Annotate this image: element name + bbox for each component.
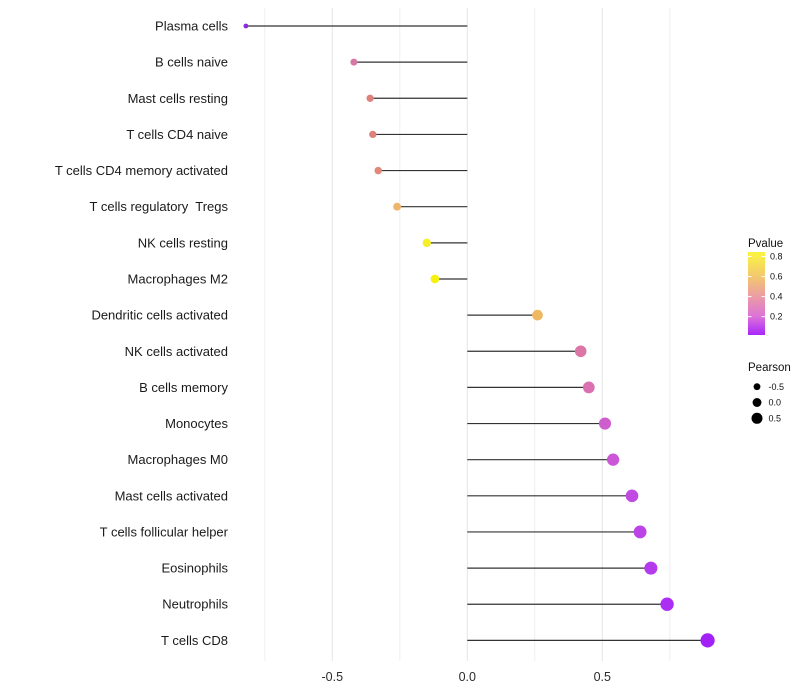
data-dot bbox=[606, 453, 620, 466]
data-dot bbox=[532, 309, 543, 321]
pvalue-legend: Pvalue 0.8 0.6 0.4 0.2 bbox=[748, 238, 783, 335]
category-label: T cells CD4 naive bbox=[126, 127, 228, 142]
data-dot bbox=[598, 417, 612, 430]
pvalue-colorbar bbox=[748, 252, 765, 335]
data-dot bbox=[633, 525, 647, 539]
lollipop-row: Neutrophils bbox=[162, 597, 674, 612]
category-label: NK cells resting bbox=[138, 235, 228, 250]
lollipop-row: T cells CD8 bbox=[161, 633, 715, 648]
category-label: Macrophages M0 bbox=[128, 452, 228, 467]
lollipop-row: NK cells activated bbox=[125, 344, 587, 359]
data-dot bbox=[243, 23, 249, 29]
pvalue-tick-label: 0.2 bbox=[770, 312, 783, 322]
pearson-tick-label: -0.5 bbox=[769, 382, 785, 392]
data-dot bbox=[430, 274, 440, 284]
lollipop-row: Eosinophils bbox=[162, 561, 658, 576]
lollipop-row: B cells memory bbox=[139, 380, 595, 395]
category-label: Mast cells resting bbox=[128, 91, 228, 106]
rows-group: Plasma cells B cells naive Mast cells rest… bbox=[55, 19, 715, 648]
lollipop-row: T cells CD4 naive bbox=[126, 127, 468, 142]
lollipop-row: Monocytes bbox=[165, 416, 612, 431]
pearson-size-dot bbox=[751, 412, 763, 424]
data-dot bbox=[700, 633, 715, 648]
category-label: Mast cells activated bbox=[115, 488, 228, 503]
x-tick-label: -0.5 bbox=[322, 670, 344, 684]
data-dot bbox=[574, 345, 587, 358]
x-axis: -0.5 0.0 0.5 bbox=[322, 670, 612, 684]
x-tick-label: 0.0 bbox=[459, 670, 476, 684]
data-dot bbox=[644, 561, 658, 575]
lollipop-row: Plasma cells bbox=[155, 19, 468, 34]
category-label: T cells regulatory Tregs bbox=[90, 199, 229, 214]
pvalue-tick-label: 0.8 bbox=[770, 252, 783, 262]
category-label: B cells naive bbox=[155, 55, 228, 70]
pearson-tick-label: 0.5 bbox=[769, 414, 782, 424]
pearson-size-dot bbox=[752, 398, 762, 407]
category-label: B cells memory bbox=[139, 380, 228, 395]
data-dot bbox=[366, 94, 374, 102]
category-label: T cells CD4 memory activated bbox=[55, 163, 228, 178]
lollipop-row: T cells follicular helper bbox=[100, 524, 647, 539]
data-dot bbox=[660, 597, 674, 611]
category-label: Plasma cells bbox=[155, 19, 228, 34]
data-dot bbox=[374, 166, 382, 175]
category-label: Dendritic cells activated bbox=[91, 308, 228, 323]
pvalue-legend-title: Pvalue bbox=[748, 238, 783, 250]
lollipop-row: T cells regulatory Tregs bbox=[90, 199, 468, 214]
lollipop-row: Mast cells activated bbox=[115, 488, 639, 503]
category-label: NK cells activated bbox=[125, 344, 228, 359]
category-label: Eosinophils bbox=[162, 561, 229, 576]
pearson-legend-title: Pearson bbox=[748, 362, 791, 374]
lollipop-row: T cells CD4 memory activated bbox=[55, 163, 468, 178]
lollipop-row: NK cells resting bbox=[138, 235, 468, 250]
pearson-tick-label: 0.0 bbox=[769, 398, 782, 408]
category-label: Macrophages M2 bbox=[128, 271, 228, 286]
grid-group bbox=[264, 8, 671, 661]
pearson-size-dot bbox=[753, 383, 761, 391]
lollipop-row: Macrophages M0 bbox=[128, 452, 620, 467]
data-dot bbox=[350, 58, 358, 66]
category-label: Neutrophils bbox=[162, 597, 228, 612]
pvalue-tick-label: 0.4 bbox=[770, 292, 783, 302]
data-dot bbox=[422, 238, 432, 248]
x-tick-label: 0.5 bbox=[594, 670, 611, 684]
lollipop-row: Macrophages M2 bbox=[128, 271, 468, 286]
data-dot bbox=[625, 489, 639, 503]
lollipop-row: Dendritic cells activated bbox=[91, 308, 543, 323]
lollipop-row: B cells naive bbox=[155, 55, 468, 70]
pvalue-tick-label: 0.6 bbox=[770, 272, 783, 282]
lollipop-row: Mast cells resting bbox=[128, 91, 468, 106]
category-label: T cells CD8 bbox=[161, 633, 228, 648]
pearson-legend: Pearson -0.5 0.0 0.5 bbox=[748, 362, 791, 424]
data-dot bbox=[369, 130, 377, 139]
data-dot bbox=[582, 381, 595, 394]
category-label: Monocytes bbox=[165, 416, 228, 431]
data-dot bbox=[393, 202, 402, 211]
category-label: T cells follicular helper bbox=[100, 524, 229, 539]
